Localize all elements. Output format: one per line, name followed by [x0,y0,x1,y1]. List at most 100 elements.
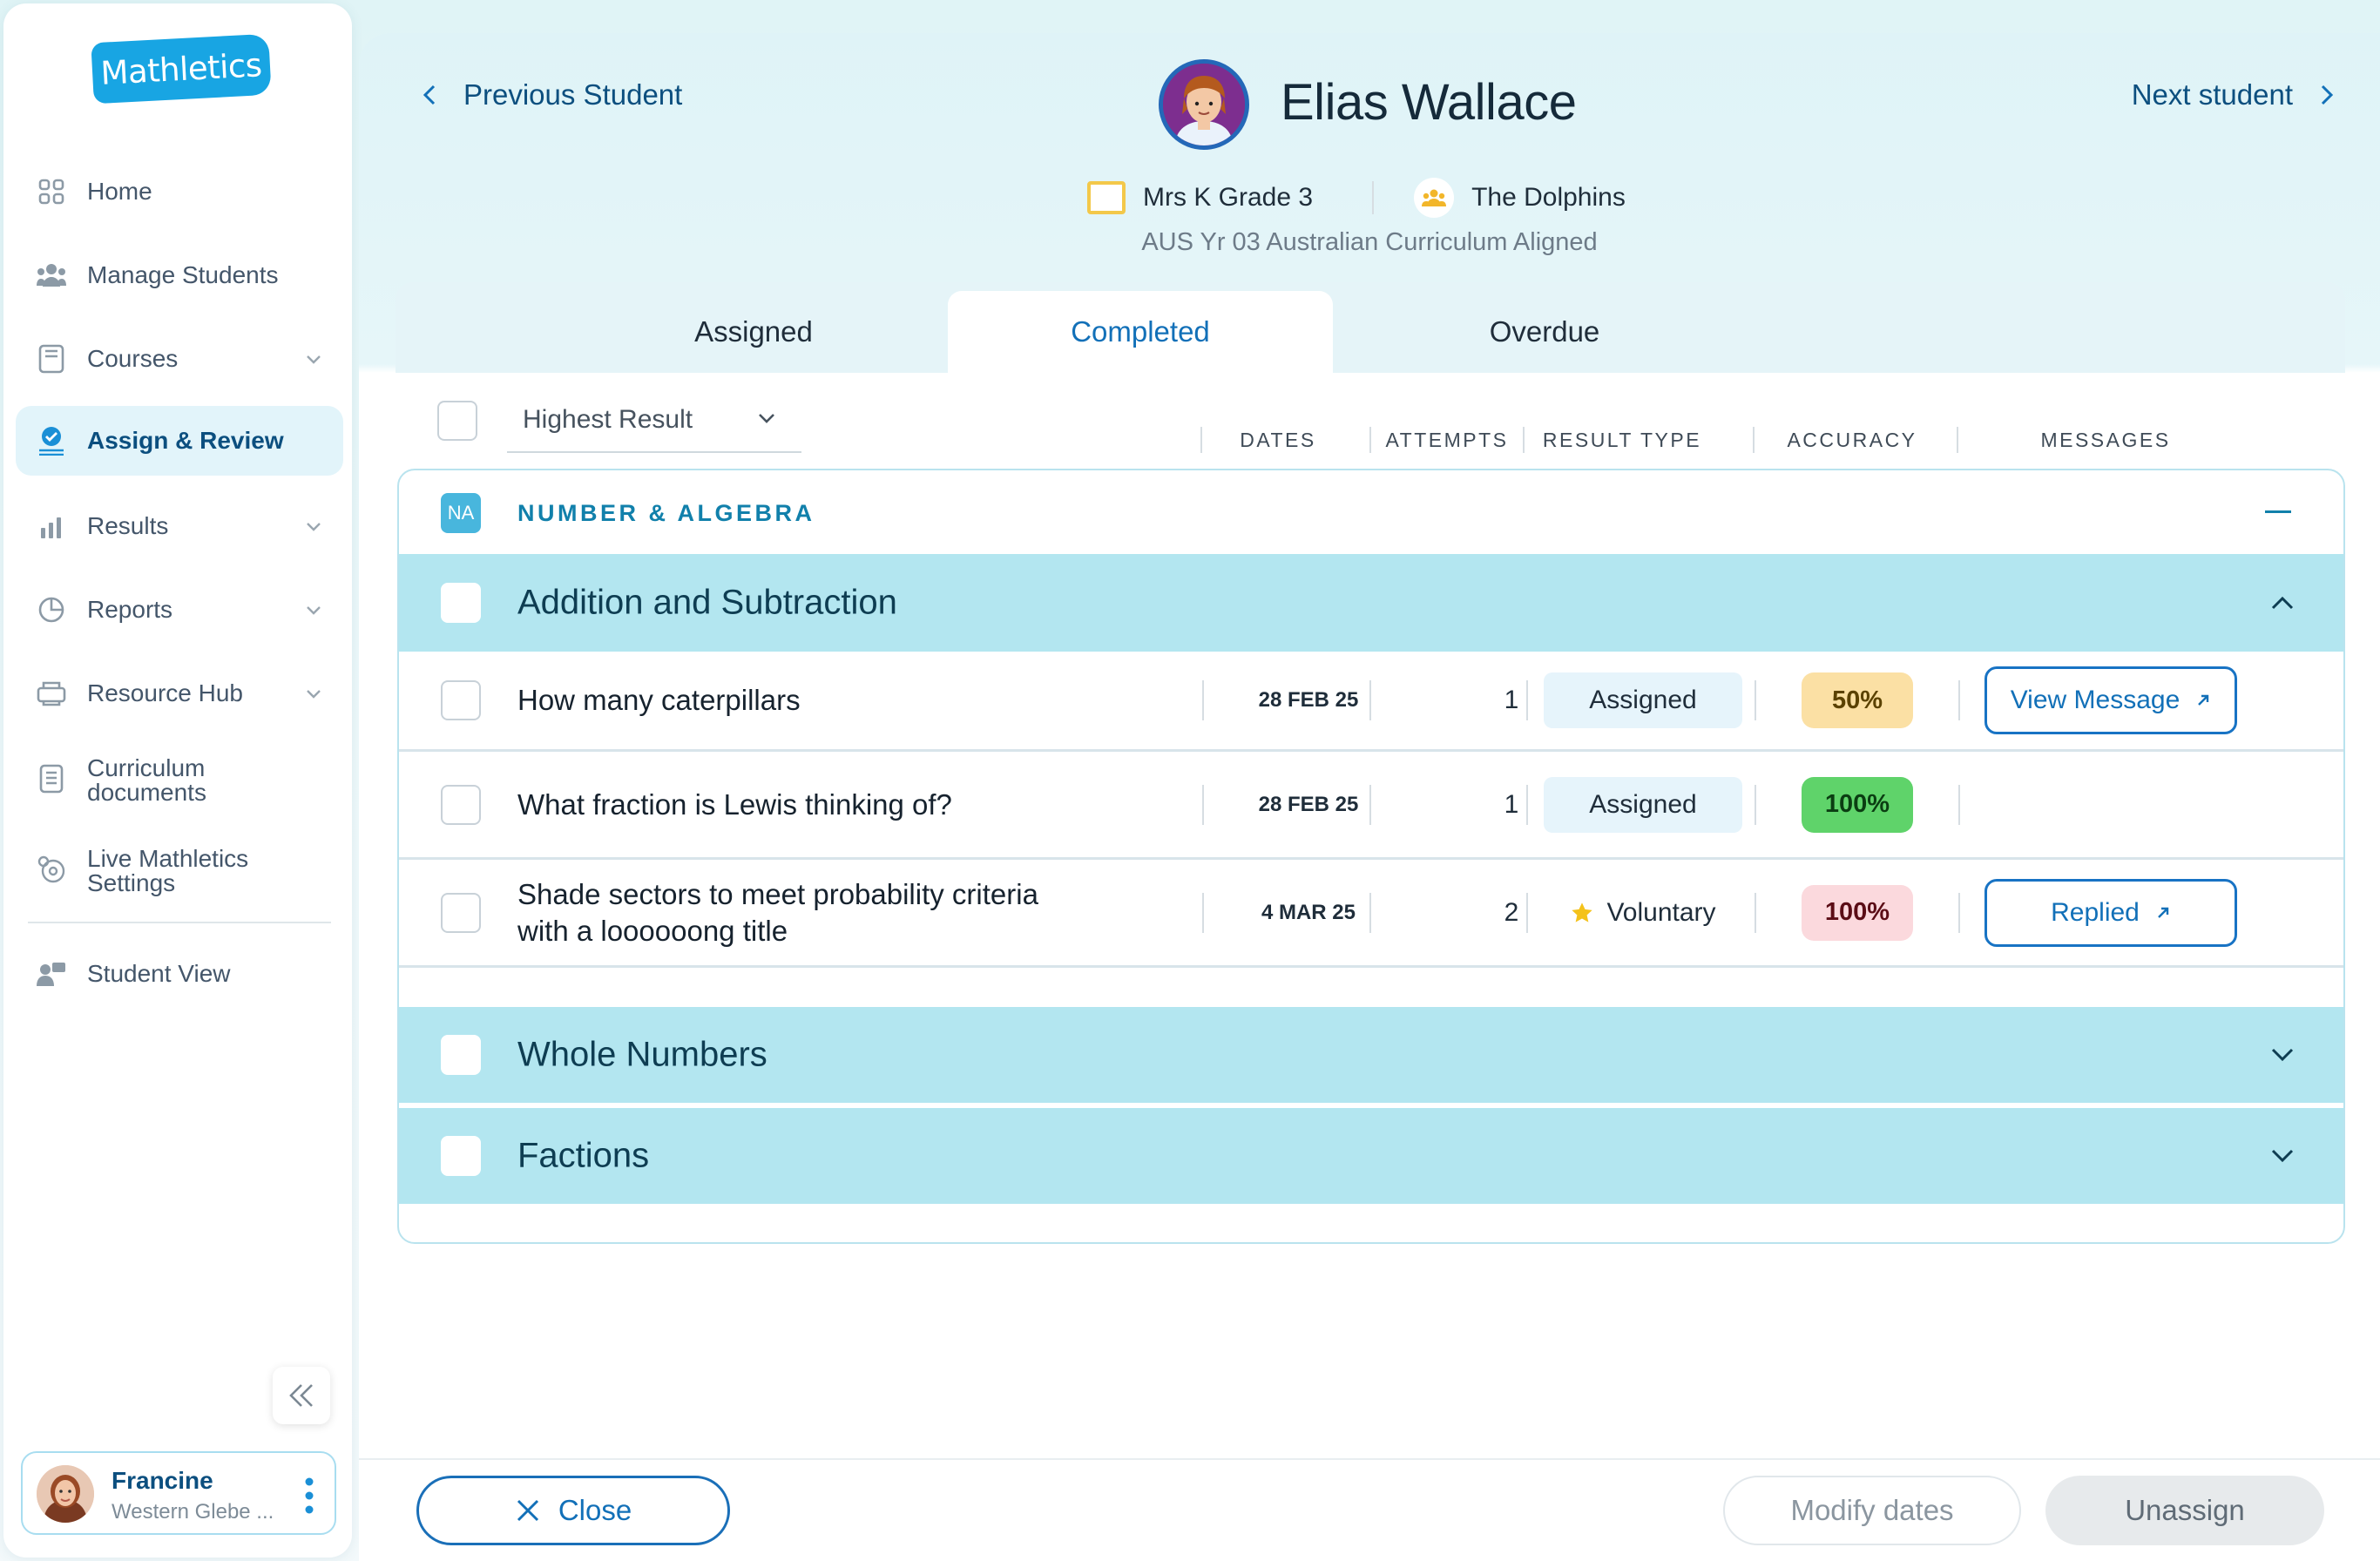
sidebar-item-label: Reports [87,596,173,623]
student-name: Elias Wallace [1281,74,1577,131]
strand-title: NUMBER & ALGEBRA [517,500,815,526]
cell-divider [1958,892,1960,933]
previous-student-link[interactable]: Previous Student [422,78,682,112]
column-divider [1957,427,1958,453]
group-checkbox[interactable] [441,1035,481,1075]
close-button-label: Close [558,1494,632,1526]
unassign-button[interactable]: Unassign [2045,1476,2324,1545]
select-all-checkbox[interactable] [437,401,477,441]
class-icon [1087,181,1126,214]
chevron-down-icon[interactable] [2270,1148,2295,1164]
chevron-left-icon [423,84,436,105]
table-row[interactable]: Shade sectors to meet probability criter… [399,860,2343,968]
activity-title-line: Shade sectors to meet probability criter… [517,877,1038,910]
chevron-down-icon [759,414,774,423]
strand-badge: NA [441,493,481,533]
sidebar-item-courses[interactable]: Courses [16,324,343,394]
sidebar-item-resource-hub[interactable]: Resource Hub [16,659,343,728]
student-avatar [1159,59,1249,150]
sidebar-item-results[interactable]: Results [16,491,343,561]
replied-button[interactable]: Replied [1984,878,2237,947]
group-row[interactable]: Whole Numbers [399,1007,2343,1103]
user-name: Francine [112,1467,213,1494]
sort-dropdown[interactable]: Highest Result [507,389,801,453]
next-student-link[interactable]: Next student [2132,78,2335,112]
users-icon [37,260,66,290]
collapse-sidebar-button[interactable] [273,1367,330,1424]
settings-icon [37,855,66,884]
table-row[interactable]: How many caterpillars 28 FEB 25 1 Assign… [399,652,2343,752]
sidebar-item-live-mathletics-settings[interactable]: Live Mathletics Settings [16,835,343,904]
sidebar-item-manage-students[interactable]: Manage Students [16,240,343,310]
attempts-cell: 1 [1504,789,1519,819]
sidebar-item-label: Resource Hub [87,679,243,706]
group-checkbox[interactable] [441,1136,481,1176]
status-tabs: Assigned Completed Overdue [396,282,2345,373]
sidebar-item-student-view[interactable]: Student View [16,939,343,1009]
table-row[interactable]: What fraction is Lewis thinking of? 28 F… [399,752,2343,860]
kebab-menu-icon[interactable] [305,1477,314,1514]
sidebar-item-label: Courses [87,345,179,372]
cell-divider [1526,892,1528,933]
student-meta: Mrs K Grade 3 The Dolphins [1087,178,1626,218]
column-header-dates: DATES [1240,429,1316,451]
mathletics-logo[interactable]: Mathletics [91,33,272,105]
close-button[interactable]: Close [416,1476,730,1545]
group-row[interactable]: Factions [399,1108,2343,1204]
group-row[interactable]: Addition and Subtraction [399,554,2343,652]
user-avatar [37,1465,94,1523]
row-checkbox[interactable] [441,784,481,825]
star-icon [1572,902,1593,922]
sidebar-item-label: Home [87,178,152,205]
tab-assigned[interactable]: Assigned [694,315,813,348]
row-checkbox[interactable] [441,680,481,720]
group-name: The Dolphins [1471,183,1626,212]
external-link-icon [2198,694,2209,706]
sidebar-item-label: Settings [87,869,176,896]
tab-completed[interactable]: Completed [948,291,1333,373]
collapse-strand-button[interactable] [2265,510,2291,513]
message-button-label: View Message [2010,686,2181,714]
modify-dates-button[interactable]: Modify dates [1723,1476,2021,1545]
document-icon [37,764,66,794]
group-title: Factions [517,1136,650,1175]
strand-header: NA NUMBER & ALGEBRA [399,470,2343,554]
tab-overdue[interactable]: Overdue [1489,315,1600,348]
sidebar: Mathletics Home Manage Students Courses … [3,3,352,1558]
chevron-down-icon [307,355,321,364]
column-divider [1200,427,1202,453]
next-student-label: Next student [2131,78,2293,111]
sidebar-item-reports[interactable]: Reports [16,575,343,645]
sidebar-item-label: Results [87,512,169,539]
view-message-button[interactable]: View Message [1984,666,2237,734]
meta-divider [1372,181,1375,214]
group-icon [1414,178,1455,218]
sidebar-item-curriculum-documents[interactable]: Curriculum documents [16,744,343,814]
double-chevron-left-icon [289,1384,313,1407]
external-link-icon [2158,907,2169,918]
cell-divider [1526,680,1528,720]
chevron-right-icon [2321,84,2334,105]
chevron-down-icon [307,523,321,531]
assign-review-icon [37,426,66,456]
sidebar-item-label: documents [87,779,206,806]
chevron-up-icon[interactable] [2270,595,2295,611]
user-profile-card[interactable]: Francine Western Glebe ... [21,1451,336,1535]
group-checkbox[interactable] [441,583,481,623]
activity-title: How many caterpillars [517,684,801,716]
sidebar-item-label: Live Mathletics [87,845,249,872]
cell-divider [1958,680,1960,720]
strand-panel: NA NUMBER & ALGEBRA Addition and Subtrac… [397,469,2345,1244]
column-header-messages: MESSAGES [2040,429,2171,451]
row-checkbox[interactable] [441,892,481,933]
chevron-down-icon[interactable] [2270,1047,2295,1063]
sidebar-item-home[interactable]: Home [16,157,343,226]
sidebar-item-assign-review[interactable]: Assign & Review [16,406,343,476]
accuracy-badge: 100% [1802,776,1913,833]
cell-divider [1755,784,1756,825]
date-cell: 28 FEB 25 [1258,792,1359,816]
close-icon [517,1499,538,1522]
sidebar-item-label: Manage Students [87,261,279,288]
group-title: Addition and Subtraction [517,583,897,622]
result-type-badge: Voluntary [1544,885,1742,941]
